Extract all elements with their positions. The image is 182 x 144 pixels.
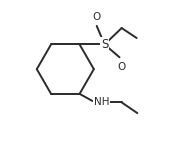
- Text: O: O: [118, 62, 126, 72]
- Text: S: S: [101, 38, 108, 51]
- Text: O: O: [93, 12, 101, 22]
- Text: NH: NH: [94, 97, 109, 107]
